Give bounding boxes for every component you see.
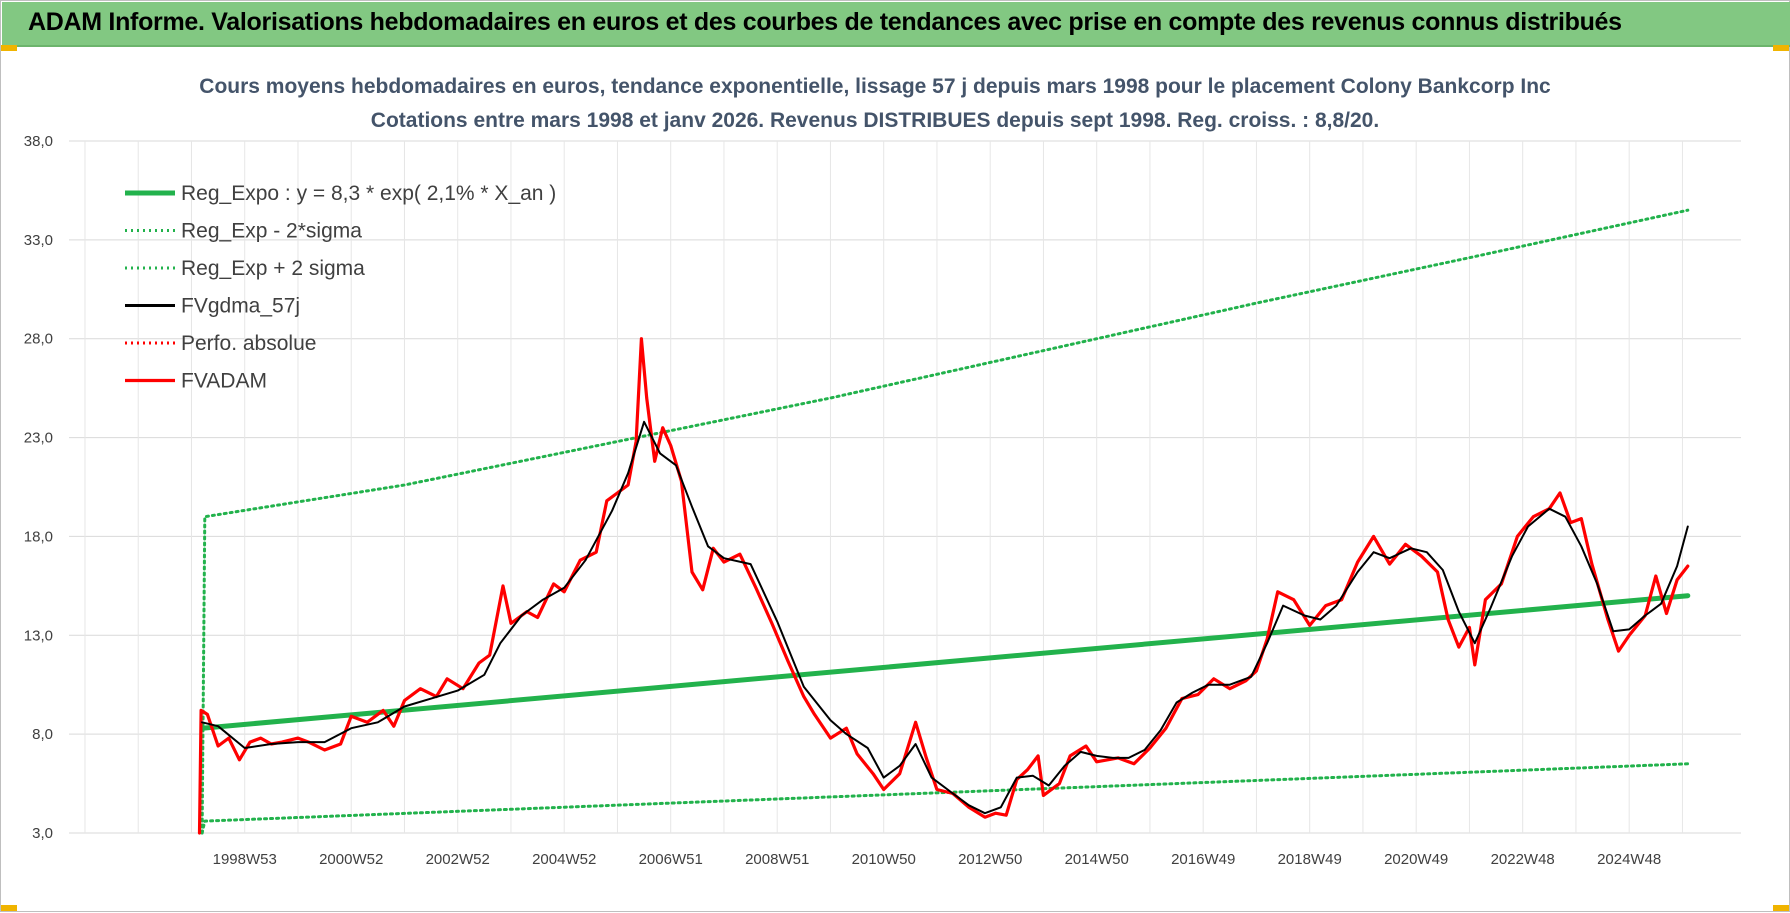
y-tick-label: 28,0 — [24, 331, 53, 348]
series-line-reg-expo-y-8-3-exp-2-1-x-an — [199, 593, 1691, 731]
y-tick-label: 23,0 — [24, 430, 53, 447]
corner-marker-top-right — [1773, 45, 1789, 51]
x-tick-label: 2006W51 — [639, 851, 703, 868]
legend-label: FVgdma_57j — [181, 295, 300, 318]
corner-marker-bottom-left — [1, 905, 17, 911]
report-banner: ADAM Informe. Valorisations hebdomadaire… — [2, 2, 1790, 47]
y-axis: 3,0 8,0 13,0 18,0 23,0 28,0 33,0 38,0 — [24, 133, 53, 842]
y-tick-label: 38,0 — [24, 133, 53, 150]
series-line-fvadam — [197, 337, 1690, 835]
report-banner-title: ADAM Informe. Valorisations hebdomadaire… — [28, 8, 1622, 36]
x-tick-label: 2008W51 — [745, 851, 809, 868]
y-tick-label: 18,0 — [24, 528, 53, 545]
gridlines — [69, 140, 1741, 834]
x-tick-label: 2000W52 — [319, 851, 383, 868]
series-group — [197, 208, 1691, 835]
series-line-fvgdma-57j — [201, 420, 1689, 815]
legend-label: FVADAM — [181, 370, 267, 393]
legend: Reg_Expo : y = 8,3 * exp( 2,1% * X_an ) R… — [125, 182, 556, 393]
series-line-reg-exp-2-sigma — [200, 208, 1690, 835]
x-tick-label: 2014W50 — [1065, 851, 1129, 868]
x-tick-label: 1998W53 — [213, 851, 277, 868]
x-axis: 1998W53 2000W52 2002W52 2004W52 2006W51 2008W… — [213, 851, 1662, 868]
x-tick-label: 2024W48 — [1597, 851, 1661, 868]
y-tick-label: 3,0 — [32, 825, 53, 842]
x-tick-label: 2012W50 — [958, 851, 1022, 868]
y-tick-label: 33,0 — [24, 232, 53, 249]
corner-marker-bottom-right — [1773, 905, 1789, 911]
x-tick-label: 2002W52 — [426, 851, 490, 868]
legend-label: Reg_Exp - 2*sigma — [181, 220, 362, 243]
x-tick-label: 2018W49 — [1278, 851, 1342, 868]
x-tick-label: 2022W48 — [1491, 851, 1555, 868]
legend-label: Perfo. absolue — [181, 332, 316, 355]
series-line-reg-exp-2-sigma — [200, 762, 1690, 835]
chart-title: Cours moyens hebdomadaires en euros, ten… — [199, 75, 1551, 98]
legend-label: Reg_Expo : y = 8,3 * exp( 2,1% * X_an ) — [181, 182, 556, 205]
x-tick-label: 2004W52 — [532, 851, 596, 868]
y-tick-label: 8,0 — [32, 726, 53, 743]
corner-marker-top-left — [1, 45, 17, 51]
legend-label: Reg_Exp + 2 sigma — [181, 257, 365, 280]
x-tick-label: 2016W49 — [1171, 851, 1235, 868]
y-tick-label: 13,0 — [24, 627, 53, 644]
x-tick-label: 2020W49 — [1384, 851, 1448, 868]
x-tick-label: 2010W50 — [852, 851, 916, 868]
chart-subtitle: Cotations entre mars 1998 et janv 2026. … — [371, 109, 1379, 132]
